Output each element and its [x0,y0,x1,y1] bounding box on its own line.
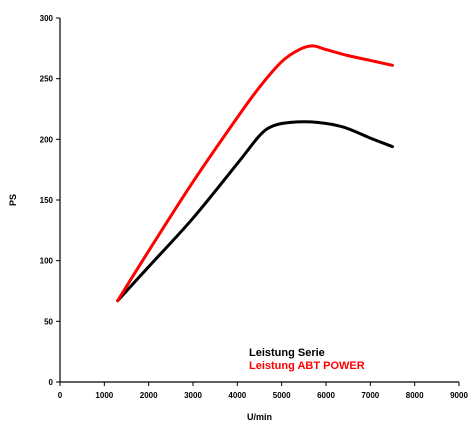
x-tick-label: 9000 [450,391,468,400]
series-line-serie [116,120,394,303]
x-tick-label: 3000 [184,391,202,400]
x-axis-title: U/min [247,412,272,422]
legend-entry-abt-power: Leistung ABT POWER [249,360,365,372]
x-tick-label: 1000 [95,391,113,400]
y-tick-label: 250 [40,75,54,84]
x-tick-label: 4000 [228,391,246,400]
y-tick-label: 200 [40,135,54,144]
y-tick-label: 100 [40,257,54,266]
series-line-abt-power [116,44,394,303]
x-tick-label: 6000 [317,391,335,400]
y-tick-label: 50 [44,317,53,326]
x-tick-label: 0 [58,391,63,400]
y-tick-label: 300 [40,14,54,23]
x-tick-label: 2000 [140,391,158,400]
x-tick-label: 8000 [406,391,424,400]
x-tick-label: 5000 [273,391,291,400]
y-tick-label: 0 [49,378,54,387]
legend-entry-serie: Leistung Serie [249,347,325,359]
y-axis-title: PS [8,194,18,206]
series-lines [116,44,394,303]
x-tick-label: 7000 [361,391,379,400]
y-tick-label: 150 [40,196,54,205]
